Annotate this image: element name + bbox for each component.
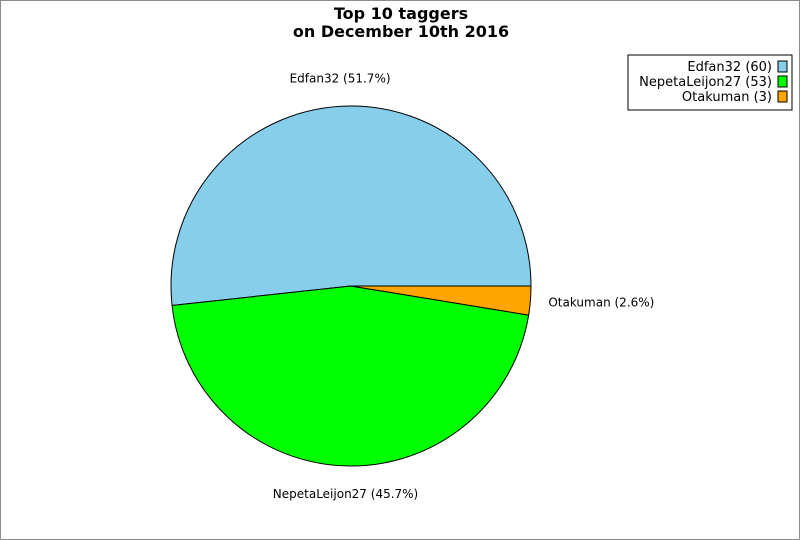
legend-label-nepetaleijon27: NepetaLeijon27 (53) bbox=[639, 75, 772, 90]
pie-slice-nepetaleijon27 bbox=[171, 285, 530, 467]
legend-label-edfan32: Edfan32 (60) bbox=[687, 60, 772, 75]
chart-title-line-2: on December 10th 2016 bbox=[293, 22, 509, 41]
legend-swatch-nepetaleijon27 bbox=[777, 75, 788, 88]
pie-slice-otakuman bbox=[350, 285, 532, 316]
legend-swatch-otakuman bbox=[777, 90, 788, 103]
slice-labels: Edfan32 (51.7%) NepetaLeijon27 (45.7%) Ota… bbox=[273, 71, 655, 501]
legend-swatch-edfan32 bbox=[777, 60, 788, 73]
legend: Edfan32 (60)NepetaLeijon27 (53)Otakuman … bbox=[627, 54, 793, 111]
slice-label-edfan32: Edfan32 (51.7%) bbox=[290, 71, 391, 85]
legend-box bbox=[627, 54, 793, 111]
legend-label-otakuman: Otakuman (3) bbox=[682, 90, 772, 105]
pie-slices bbox=[170, 105, 532, 467]
chart-title-line-1: Top 10 taggers bbox=[334, 4, 468, 23]
pie-slice-edfan32 bbox=[170, 105, 532, 307]
slice-label-otakuman: Otakuman (2.6%) bbox=[548, 295, 654, 309]
slice-label-nepetaleijon27: NepetaLeijon27 (45.7%) bbox=[273, 487, 418, 501]
